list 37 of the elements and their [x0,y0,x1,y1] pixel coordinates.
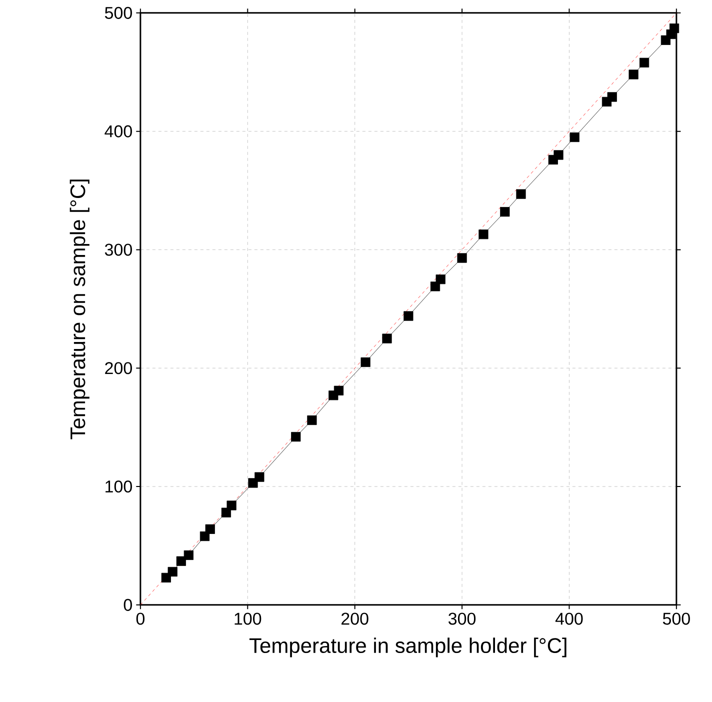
point [628,70,638,80]
x-tick-label: 300 [448,612,476,625]
x-tick-label: 400 [555,612,583,625]
point [669,24,680,34]
point [176,556,186,566]
point [226,500,236,510]
point [639,58,650,68]
y-tick-label: 100 [106,480,132,493]
point [184,550,194,560]
point [254,472,264,482]
point [404,311,414,321]
point [334,386,344,396]
point [205,524,215,534]
x-tick-label: 100 [234,612,262,625]
y-tick-label: 400 [104,125,132,138]
point [457,253,467,263]
y-tick-label: 500 [104,6,132,19]
point [478,230,488,240]
point [307,415,317,426]
x-axis-title: Temperature in sample holder [°C] [249,638,566,658]
y-axis-title: Temperature on sample [°C] [70,180,90,440]
x-tick-label: 0 [136,612,145,625]
point [554,150,564,160]
point [168,566,178,577]
point [516,189,526,199]
point [291,432,301,442]
point [382,334,392,344]
point [436,274,446,284]
x-tick-label: 200 [342,612,368,625]
point [500,207,510,217]
x-tick-label: 500 [662,612,690,625]
point [570,132,580,142]
point [360,357,370,367]
y-tick-label: 0 [124,598,132,611]
point [607,92,617,102]
y-tick-label: 300 [104,244,132,256]
y-tick-label: 200 [105,362,132,374]
